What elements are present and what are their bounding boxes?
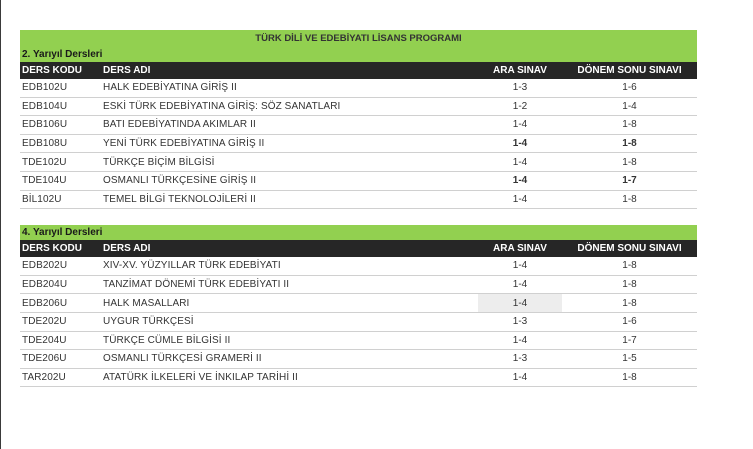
course-code: EDB202U	[22, 260, 68, 272]
course-code: EDB106U	[22, 119, 68, 131]
course-code: EDB108U	[22, 138, 68, 150]
course-name: OSMANLI TÜRKÇESİ GRAMERİ II	[103, 353, 262, 365]
course-code: EDB206U	[22, 297, 68, 309]
ara-sinav: 1-3	[512, 353, 528, 365]
table-row: EDB102U HALK EDEBİYATINA GİRİŞ II 1-3 1-…	[20, 79, 697, 98]
table-row: EDB106U BATI EDEBİYATINDA AKIMLAR II 1-4…	[20, 116, 697, 135]
table-row: EDB204U TANZİMAT DÖNEMİ TÜRK EDEBİYATI I…	[20, 276, 697, 295]
course-code: BİL102U	[22, 193, 62, 205]
table-row: TAR202U ATATÜRK İLKELERİ VE İNKILAP TARİ…	[20, 369, 697, 388]
course-name: ATATÜRK İLKELERİ VE İNKILAP TARİHİ II	[103, 372, 298, 384]
course-code: EDB104U	[22, 100, 68, 112]
header-ara: ARA SINAV	[493, 65, 547, 76]
table-header: DERS KODU DERS ADI ARA SINAV DÖNEM SONU …	[20, 62, 697, 79]
donem-sonu: 1-8	[622, 372, 637, 384]
donem-sonu: 1-8	[622, 119, 637, 131]
ara-sinav: 1-4	[512, 334, 528, 346]
ara-sinav: 1-4	[512, 193, 528, 205]
ara-sinav: 1-4	[478, 294, 562, 312]
course-name: ESKİ TÜRK EDEBİYATINA GİRİŞ: SÖZ SANATLA…	[103, 100, 341, 112]
course-name: TEMEL BİLGİ TEKNOLOJİLERİ II	[103, 193, 256, 205]
donem-sonu: 1-8	[622, 156, 637, 168]
course-name: YENİ TÜRK EDEBİYATINA GİRİŞ II	[103, 138, 265, 150]
ara-sinav: 1-3	[512, 82, 528, 94]
header-name: DERS ADI	[103, 243, 151, 255]
ara-sinav: 1-4	[512, 279, 528, 291]
course-name: BATI EDEBİYATINDA AKIMLAR II	[103, 119, 256, 131]
course-code: TDE202U	[22, 316, 67, 328]
header-ara: ARA SINAV	[493, 243, 547, 255]
table-row: EDB104U ESKİ TÜRK EDEBİYATINA GİRİŞ: SÖZ…	[20, 98, 697, 117]
section-title: 4. Yarıyıl Dersleri	[20, 225, 697, 241]
donem-sonu: 1-5	[622, 353, 637, 365]
ara-sinav: 1-2	[512, 100, 528, 112]
donem-sonu: 1-6	[622, 316, 637, 328]
ara-sinav: 1-3	[512, 316, 528, 328]
course-code: TDE102U	[22, 156, 67, 168]
ara-sinav: 1-4	[512, 175, 528, 187]
table-row: TDE204U TÜRKÇE CÜMLE BİLGİSİ II 1-4 1-7	[20, 332, 697, 351]
program-title: TÜRK DİLİ VE EDEBİYATI LİSANS PROGRAMI	[20, 30, 697, 47]
donem-sonu: 1-7	[622, 175, 637, 187]
donem-sonu: 1-7	[622, 334, 637, 346]
table-row: TDE102U TÜRKÇE BİÇİM BİLGİSİ 1-4 1-8	[20, 153, 697, 172]
course-name: HALK EDEBİYATINA GİRİŞ II	[103, 82, 237, 94]
ara-sinav: 1-4	[512, 156, 528, 168]
header-code: DERS KODU	[22, 65, 83, 76]
course-name: UYGUR TÜRKÇESİ	[103, 316, 194, 328]
table-row: TDE104U OSMANLI TÜRKÇESİNE GİRİŞ II 1-4 …	[20, 172, 697, 191]
header-name: DERS ADI	[103, 65, 151, 76]
section-title: 2. Yarıyıl Dersleri	[20, 47, 697, 62]
header-code: DERS KODU	[22, 243, 83, 255]
header-donem: DÖNEM SONU SINAVI	[577, 65, 682, 76]
course-code: TDE206U	[22, 353, 67, 365]
exam-schedule-sheet: TÜRK DİLİ VE EDEBİYATI LİSANS PROGRAMI 2…	[20, 30, 697, 388]
course-code: EDB102U	[22, 82, 68, 94]
course-name: TANZİMAT DÖNEMİ TÜRK EDEBİYATI II	[103, 279, 290, 291]
donem-sonu: 1-4	[622, 100, 637, 112]
donem-sonu: 1-8	[622, 297, 637, 309]
donem-sonu: 1-8	[622, 279, 637, 291]
course-name: TÜRKÇE CÜMLE BİLGİSİ II	[103, 334, 231, 346]
ara-sinav: 1-4	[512, 260, 528, 272]
table-header: DERS KODU DERS ADI ARA SINAV DÖNEM SONU …	[20, 240, 697, 258]
course-code: TAR202U	[22, 372, 66, 384]
table-row: TDE202U UYGUR TÜRKÇESİ 1-3 1-6	[20, 313, 697, 332]
course-code: TDE104U	[22, 175, 67, 187]
ara-sinav: 1-4	[512, 372, 528, 384]
section-spacer	[20, 209, 697, 225]
donem-sonu: 1-6	[622, 82, 637, 94]
page-left-edge	[0, 0, 1, 449]
table-row: TDE206U OSMANLI TÜRKÇESİ GRAMERİ II 1-3 …	[20, 350, 697, 369]
table-row: EDB202U XIV-XV. YÜZYILLAR TÜRK EDEBİYATI…	[20, 257, 697, 276]
header-donem: DÖNEM SONU SINAVI	[577, 243, 682, 255]
course-name: OSMANLI TÜRKÇESİNE GİRİŞ II	[103, 175, 257, 187]
course-name: XIV-XV. YÜZYILLAR TÜRK EDEBİYATI	[103, 260, 281, 272]
ara-sinav: 1-4	[512, 138, 528, 150]
course-name: HALK MASALLARI	[103, 297, 190, 309]
course-name: TÜRKÇE BİÇİM BİLGİSİ	[103, 156, 215, 168]
table-row: EDB206U HALK MASALLARI 1-4 1-8	[20, 294, 697, 313]
table-row: EDB108U YENİ TÜRK EDEBİYATINA GİRİŞ II 1…	[20, 135, 697, 154]
donem-sonu: 1-8	[622, 138, 637, 150]
donem-sonu: 1-8	[622, 260, 637, 272]
course-code: EDB204U	[22, 279, 68, 291]
table-row: BİL102U TEMEL BİLGİ TEKNOLOJİLERİ II 1-4…	[20, 191, 697, 210]
donem-sonu: 1-8	[622, 193, 637, 205]
course-code: TDE204U	[22, 334, 67, 346]
ara-sinav: 1-4	[512, 119, 528, 131]
